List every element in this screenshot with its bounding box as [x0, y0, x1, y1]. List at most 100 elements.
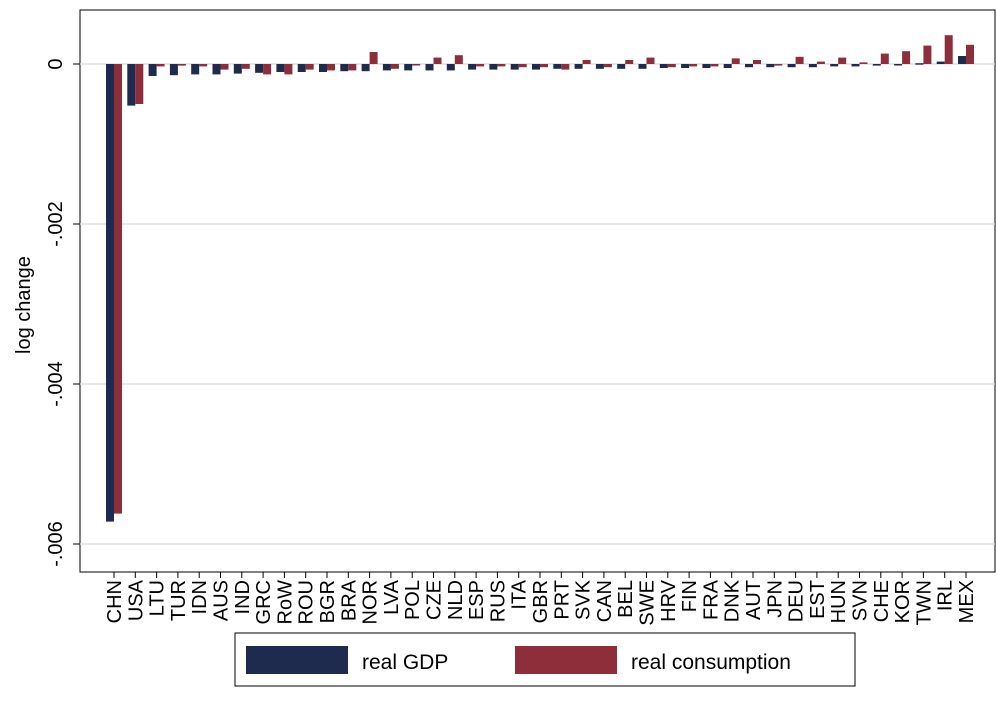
bar-real-consumption-GBR: [540, 64, 548, 68]
x-axis: CHN USA LTU TUR IDN AUS IND GRC RoW ROU BGR BRA NOR L…: [104, 572, 978, 626]
bar-real-GDP-ITA: [510, 64, 519, 70]
x-tick-label: SWE: [637, 580, 659, 626]
bar-real-consumption-CZE: [433, 57, 442, 64]
x-tick-label: IRL: [935, 580, 957, 611]
x-tick-label: CHN: [104, 580, 126, 623]
bar-real-GDP-TUR: [169, 64, 178, 76]
bar-real-consumption-IRL: [944, 35, 953, 64]
bar-real-consumption-KOR: [902, 51, 911, 64]
x-tick-label: CHE: [871, 580, 893, 622]
bar-real-GDP-IDN: [191, 64, 200, 75]
x-tick-label: NLD: [445, 580, 467, 620]
x-tick-label: CAN: [594, 580, 616, 622]
x-tick-label: BGR: [317, 580, 339, 623]
y-tick-label: 0: [45, 58, 67, 69]
x-tick-label: FRA: [700, 579, 722, 620]
bar-real-GDP-BEL: [617, 64, 626, 69]
x-tick-label: RoW: [274, 580, 296, 625]
x-tick-label: JPN: [764, 580, 786, 618]
x-tick-label: EST: [807, 580, 829, 619]
x-tick-label: LTU: [147, 580, 169, 616]
bar-real-consumption-NLD: [454, 55, 463, 64]
bar-real-consumption-ROU: [305, 64, 314, 70]
bar-real-GDP-KOR: [894, 64, 903, 66]
bar-real-GDP-LVA: [382, 64, 391, 71]
x-tick-label: NOR: [360, 580, 382, 624]
bar-real-GDP-HRV: [659, 64, 668, 68]
bar-real-consumption-BRA: [348, 64, 357, 71]
bar-real-GDP-SWE: [638, 64, 647, 69]
x-tick-label: SVK: [573, 579, 595, 620]
x-tick-label: ROU: [296, 580, 318, 624]
bar-real-consumption-USA: [135, 64, 144, 104]
bar-real-consumption-FIN: [689, 64, 698, 67]
bar-real-consumption-PRT: [561, 64, 570, 70]
x-tick-label: CZE: [424, 580, 446, 620]
bar-real-GDP-BGR: [319, 64, 327, 72]
bar-real-GDP-IND: [233, 64, 242, 74]
bar-real-GDP-TWN: [915, 63, 924, 65]
x-tick-label: IND: [232, 580, 254, 614]
x-tick-label: FIN: [679, 580, 701, 612]
bar-real-consumption-POL: [412, 64, 421, 66]
x-tick-label: KOR: [892, 580, 914, 623]
bar-real-consumption-IDN: [199, 64, 208, 67]
bar-real-consumption-AUS: [220, 64, 229, 70]
bar-real-consumption-RUS: [497, 64, 506, 67]
bar-real-consumption-HUN: [838, 57, 847, 64]
bar-real-GDP-GRC: [255, 64, 264, 73]
legend-swatch-real-consumption: [515, 646, 617, 674]
bar-real-GDP-DEU: [787, 64, 796, 68]
x-tick-label: HUN: [828, 580, 850, 623]
bar-real-GDP-NLD: [446, 64, 455, 71]
bar-real-consumption-CHN: [114, 64, 122, 514]
x-tick-label: MEX: [956, 580, 978, 623]
bar-real-consumption-DEU: [795, 56, 804, 64]
bar-real-consumption-SVK: [582, 60, 591, 64]
bar-real-consumption-SWE: [646, 57, 655, 64]
bar-real-consumption-SVN: [859, 62, 868, 64]
bar-real-consumption-IND: [241, 64, 250, 69]
bar-real-GDP-LTU: [148, 64, 157, 76]
bar-real-GDP-CAN: [595, 64, 604, 69]
plot-frame: [79, 9, 996, 573]
x-tick-label: HRV: [658, 579, 680, 622]
bar-real-GDP-CHE: [872, 64, 881, 66]
x-tick-label: AUS: [211, 580, 233, 621]
bar-real-GDP-SVK: [574, 64, 583, 69]
bar-real-GDP-GBR: [532, 64, 540, 70]
x-tick-label: PRT: [551, 580, 573, 620]
x-tick-label: RUS: [487, 580, 509, 622]
bar-real-consumption-GRC: [263, 64, 272, 75]
bar-real-GDP-ROU: [297, 64, 306, 72]
bar-real-GDP-MEX: [958, 56, 966, 64]
bar-real-consumption-ESP: [476, 64, 485, 67]
x-tick-label: IDN: [189, 580, 211, 614]
bar-real-GDP-PRT: [553, 64, 562, 69]
y-tick-label: -.006: [45, 521, 67, 567]
legend: real GDP real consumption: [234, 632, 856, 687]
x-tick-label: SVN: [850, 580, 872, 621]
bar-real-GDP-RoW: [276, 64, 285, 72]
bar-real-consumption-LTU: [156, 64, 165, 67]
x-tick-label: GBR: [530, 580, 552, 623]
x-tick-label: ITA: [509, 579, 531, 609]
bar-real-GDP-ESP: [468, 64, 477, 70]
x-tick-label: DEU: [786, 580, 808, 622]
gridlines: [80, 63, 995, 545]
y-axis: 0 -.002 -.004 -.006: [45, 58, 80, 567]
bar-real-GDP-AUT: [745, 64, 753, 68]
bar-real-consumption-ITA: [518, 64, 527, 68]
bar-real-consumption-FRA: [710, 64, 719, 67]
bar-real-consumption-HRV: [667, 64, 676, 68]
bar-real-GDP-EST: [808, 64, 817, 68]
x-tick-label: GRC: [253, 580, 275, 624]
bar-real-GDP-IRL: [936, 61, 945, 64]
bar-real-GDP-NOR: [361, 64, 370, 72]
bar-real-consumption-RoW: [284, 64, 293, 75]
bar-real-GDP-JPN: [766, 64, 775, 68]
bar-real-consumption-TWN: [923, 45, 932, 64]
bar-real-consumption-JPN: [774, 64, 783, 66]
